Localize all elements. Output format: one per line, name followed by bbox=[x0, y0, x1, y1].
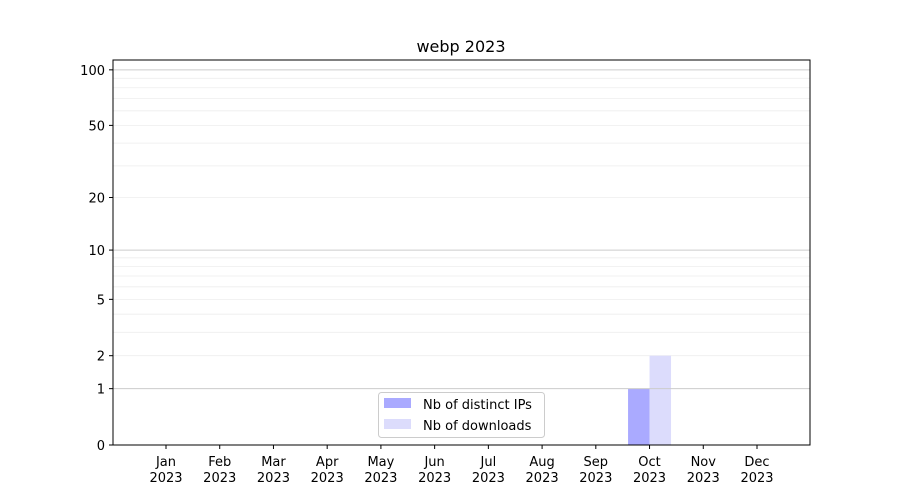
x-tick-label: Aug 2023 bbox=[526, 455, 559, 486]
x-tick-label: Mar 2023 bbox=[257, 455, 290, 486]
x-tick-label: Jan 2023 bbox=[149, 455, 182, 486]
legend: Nb of distinct IPs Nb of downloads bbox=[378, 392, 545, 438]
legend-swatch-ips bbox=[384, 398, 411, 408]
x-tick-label: Oct 2023 bbox=[633, 455, 666, 486]
grid bbox=[113, 77, 810, 357]
x-tick-label: Sep 2023 bbox=[579, 455, 612, 486]
x-tick-label: May 2023 bbox=[364, 455, 397, 486]
y-axis: 0 1 2 5 10 20 50 100 bbox=[80, 64, 113, 454]
bar-distinct-ips bbox=[628, 388, 650, 445]
bar-downloads bbox=[649, 355, 672, 445]
y-tick-label: 50 bbox=[88, 119, 105, 134]
y-tick-label: 5 bbox=[97, 293, 105, 308]
x-tick-label: Dec 2023 bbox=[740, 455, 773, 486]
bars bbox=[628, 355, 672, 445]
y-tick-label: 100 bbox=[80, 64, 105, 79]
x-tick-label: Jul 2023 bbox=[472, 455, 505, 486]
legend-box bbox=[378, 392, 545, 438]
x-tick-label: Feb 2023 bbox=[203, 455, 236, 486]
legend-label-ips: Nb of distinct IPs bbox=[423, 398, 532, 413]
x-axis: Jan 2023 Feb 2023 Mar 2023 Apr 2023 May 2023 Jun 20… bbox=[149, 445, 774, 486]
y-tick-label: 1 bbox=[97, 383, 105, 398]
x-tick-label: Apr 2023 bbox=[311, 455, 344, 486]
y-tick-label: 10 bbox=[88, 244, 105, 259]
y-tick-label: 20 bbox=[88, 192, 105, 207]
y-tick-label: 0 bbox=[97, 439, 105, 454]
chart-title: webp 2023 bbox=[416, 37, 505, 56]
legend-swatch-downloads bbox=[384, 419, 411, 429]
x-tick-label: Jun 2023 bbox=[418, 455, 451, 486]
y-tick-label: 2 bbox=[97, 350, 105, 365]
x-tick-label: Nov 2023 bbox=[687, 455, 720, 486]
legend-label-downloads: Nb of downloads bbox=[423, 419, 532, 434]
major-grid bbox=[113, 69, 810, 390]
axes-frame bbox=[112, 59, 811, 446]
